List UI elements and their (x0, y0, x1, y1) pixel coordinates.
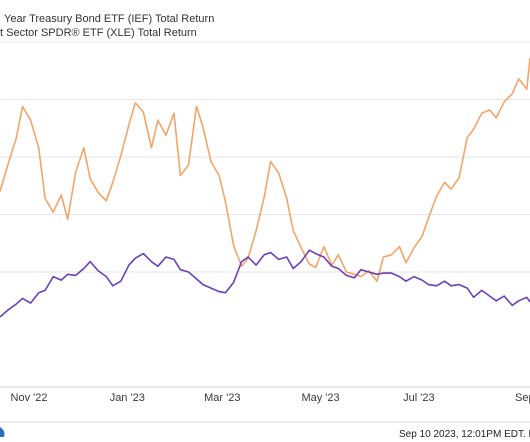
series-line-1[interactable] (0, 58, 530, 283)
x-tick-label: May '23 (301, 392, 339, 404)
legend-item-1[interactable]: t Sector SPDR® ETF (XLE) Total Return (0, 27, 197, 39)
legend: Year Treasury Bond ETF (IEF) Total Retur… (0, 13, 214, 39)
x-tick-label: Sep (515, 392, 530, 404)
legend-item-0[interactable]: Year Treasury Bond ETF (IEF) Total Retur… (4, 13, 214, 25)
brand-logo-icon (0, 427, 5, 437)
legend-label-1: t Sector SPDR® ETF (XLE) Total Return (0, 27, 197, 39)
series-lines (0, 58, 530, 318)
x-tick-labels: Nov '22 Jan '23 Mar '23 May '23 Jul '23 Sep (11, 392, 530, 404)
x-tick-label: Jan '23 (110, 392, 145, 404)
legend-label-0: Year Treasury Bond ETF (IEF) Total Retur… (4, 13, 214, 25)
x-tick-label: Jul '23 (403, 392, 434, 404)
x-tick-label: Nov '22 (11, 392, 48, 404)
series-line-0[interactable] (0, 249, 530, 318)
grid (0, 41, 530, 273)
x-tick-label: Mar '23 (204, 392, 240, 404)
footer-timestamp: Sep 10 2023, 12:01PM EDT. Powered (399, 429, 530, 440)
